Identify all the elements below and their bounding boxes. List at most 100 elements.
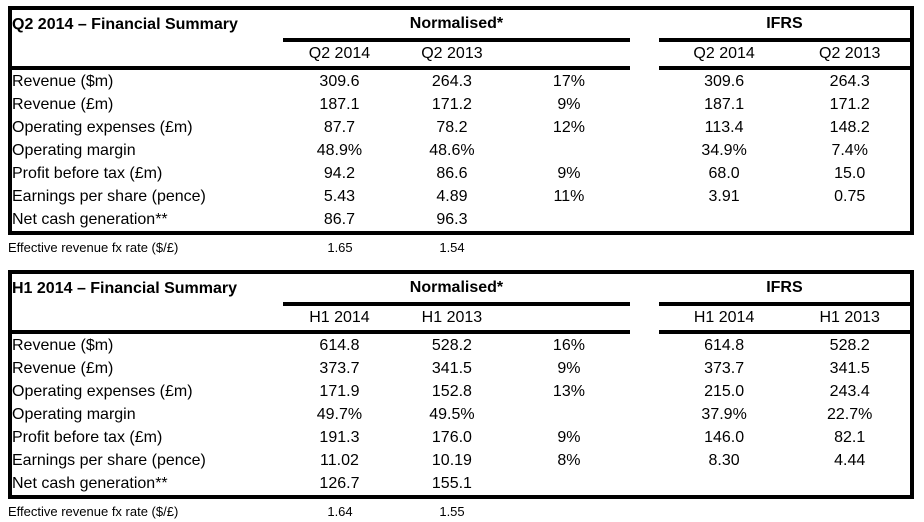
normalised-current-value: 49.7% <box>316 405 363 423</box>
ifrs-current-value: 8.30 <box>708 451 740 469</box>
normalised-prior-value: 528.2 <box>431 336 472 354</box>
normalised-current-value: 87.7 <box>323 118 356 136</box>
ifrs-current-value: 113.4 <box>704 118 744 136</box>
table-row: Revenue (£m) 187.1 171.2 9% 187.1 171.2 <box>10 93 912 116</box>
column-gap <box>630 449 659 472</box>
col-header-ifrs-prior: H1 2013 <box>789 304 912 334</box>
col-header-change <box>508 304 630 334</box>
table-row: Profit before tax (£m) 94.2 86.6 9% 68.0 15.0 <box>10 162 912 185</box>
column-header-row: H1 2014 H1 2013 H1 2014 H1 2013 <box>10 304 912 334</box>
table-row: Revenue ($m) 309.6 264.3 17% 309.6 264.3 <box>10 68 912 93</box>
ifrs-prior-value <box>789 208 912 233</box>
normalised-prior-value: 171.2 <box>431 95 472 113</box>
change-percent-value: 8% <box>557 451 581 469</box>
column-gap <box>630 403 659 426</box>
column-gap <box>630 185 659 208</box>
ifrs-prior-value: 264.3 <box>829 72 870 90</box>
column-gap <box>630 162 659 185</box>
change-percent-value: 9% <box>557 164 581 182</box>
ifrs-prior-value: 22.7% <box>827 405 873 423</box>
col-header-ifrs-prior: Q2 2013 <box>789 40 912 70</box>
ifrs-prior-value <box>789 472 912 497</box>
normalised-prior-value: 86.6 <box>436 164 468 182</box>
fx-rate-current: 1.64 <box>327 503 353 519</box>
row-label: Revenue ($m) <box>12 336 114 354</box>
table-row: Earnings per share (pence) 11.02 10.19 8% 8.… <box>10 449 912 472</box>
empty-header-cell <box>10 40 284 70</box>
col-header-normalised-current: Q2 2014 <box>283 40 396 70</box>
normalised-prior-value: 341.5 <box>431 359 472 377</box>
change-percent-value: 9% <box>557 359 581 377</box>
table-row: Operating margin 48.9% 48.6% 34.9% 7.4% <box>10 139 912 162</box>
column-gap <box>630 40 659 68</box>
change-percent-value: 13% <box>552 382 585 400</box>
ifrs-prior-value: 148.2 <box>829 118 870 136</box>
column-gap <box>630 472 659 497</box>
normalised-current-value: 94.2 <box>323 164 356 182</box>
normalised-prior-value: 176.0 <box>431 428 472 446</box>
h1-financial-summary-block: H1 2014 – Financial Summary Normalised* … <box>8 270 924 522</box>
normalised-current-value: 614.8 <box>319 336 360 354</box>
ifrs-current-value: 146.0 <box>704 428 745 446</box>
fx-rate-prior: 1.54 <box>439 239 465 255</box>
column-gap <box>630 272 659 304</box>
column-gap <box>630 357 659 380</box>
row-label: Net cash generation** <box>12 210 168 228</box>
row-label: Earnings per share (pence) <box>12 187 206 205</box>
q2-fx-rate-row: Effective revenue fx rate ($/£) 1.65 1.5… <box>8 236 914 258</box>
h1-financial-summary-table: H1 2014 – Financial Summary Normalised* … <box>8 270 914 499</box>
change-percent-value <box>508 208 630 233</box>
ifrs-prior-value: 0.75 <box>834 187 866 205</box>
ifrs-current-value: 34.9% <box>701 141 747 159</box>
table-title-row: H1 2014 – Financial Summary Normalised* … <box>10 272 912 306</box>
fx-rate-prior: 1.55 <box>439 503 465 519</box>
normalised-prior-value: 155.1 <box>431 474 472 492</box>
ifrs-prior-value: 528.2 <box>829 336 870 354</box>
ifrs-current-value: 614.8 <box>704 336 745 354</box>
column-header-row: Q2 2014 Q2 2013 Q2 2014 Q2 2013 <box>10 40 912 70</box>
q2-financial-summary-block: Q2 2014 – Financial Summary Normalised* … <box>8 6 924 258</box>
normalised-current-value: 309.6 <box>319 72 360 90</box>
ifrs-prior-value: 7.4% <box>831 141 868 159</box>
table-title: H1 2014 – Financial Summary <box>12 280 237 297</box>
h1-fx-rate-row: Effective revenue fx rate ($/£) 1.64 1.5… <box>8 500 914 522</box>
table-row: Operating expenses (£m) 171.9 152.8 13% 215.… <box>10 380 912 403</box>
normalised-current-value: 187.1 <box>319 95 360 113</box>
col-header-ifrs-current: H1 2014 <box>658 304 790 334</box>
ifrs-prior-value: 15.0 <box>834 164 866 182</box>
normalised-prior-value: 48.6% <box>429 141 475 159</box>
ifrs-current-value: 309.6 <box>704 72 745 90</box>
ifrs-prior-value: 82.1 <box>834 428 866 446</box>
column-gap <box>630 93 659 116</box>
table-title: Q2 2014 – Financial Summary <box>12 16 238 33</box>
change-percent-value <box>508 139 630 162</box>
change-percent-value: 11% <box>553 187 585 205</box>
normalised-group-header: Normalised* <box>283 8 630 42</box>
ifrs-current-value <box>659 208 790 233</box>
change-percent-value <box>508 403 630 426</box>
column-gap <box>630 68 659 93</box>
ifrs-current-value <box>659 472 790 497</box>
row-label: Revenue (£m) <box>12 95 114 113</box>
row-label: Revenue ($m) <box>12 72 114 90</box>
row-label: Revenue (£m) <box>12 359 114 377</box>
row-label: Operating margin <box>12 141 136 159</box>
change-percent-value: 9% <box>557 428 581 446</box>
table-row: Operating margin 49.7% 49.5% 37.9% 22.7% <box>10 403 912 426</box>
ifrs-current-value: 68.0 <box>708 164 740 182</box>
col-header-ifrs-current: Q2 2014 <box>658 40 790 70</box>
normalised-group-header: Normalised* <box>283 272 630 306</box>
row-label: Profit before tax (£m) <box>12 164 163 182</box>
empty-header-cell <box>10 304 284 334</box>
column-gap <box>630 139 659 162</box>
normalised-current-value: 86.7 <box>323 210 356 228</box>
column-gap <box>630 332 659 357</box>
q2-financial-summary-table: Q2 2014 – Financial Summary Normalised* … <box>8 6 914 235</box>
ifrs-group-header: IFRS <box>658 272 912 306</box>
col-header-change <box>508 40 630 70</box>
fx-rate-current: 1.65 <box>327 239 353 255</box>
fx-rate-label: Effective revenue fx rate ($/£) <box>8 239 179 255</box>
change-percent-value: 17% <box>552 72 585 90</box>
row-label: Operating expenses (£m) <box>12 118 193 136</box>
normalised-prior-value: 264.3 <box>431 72 472 90</box>
